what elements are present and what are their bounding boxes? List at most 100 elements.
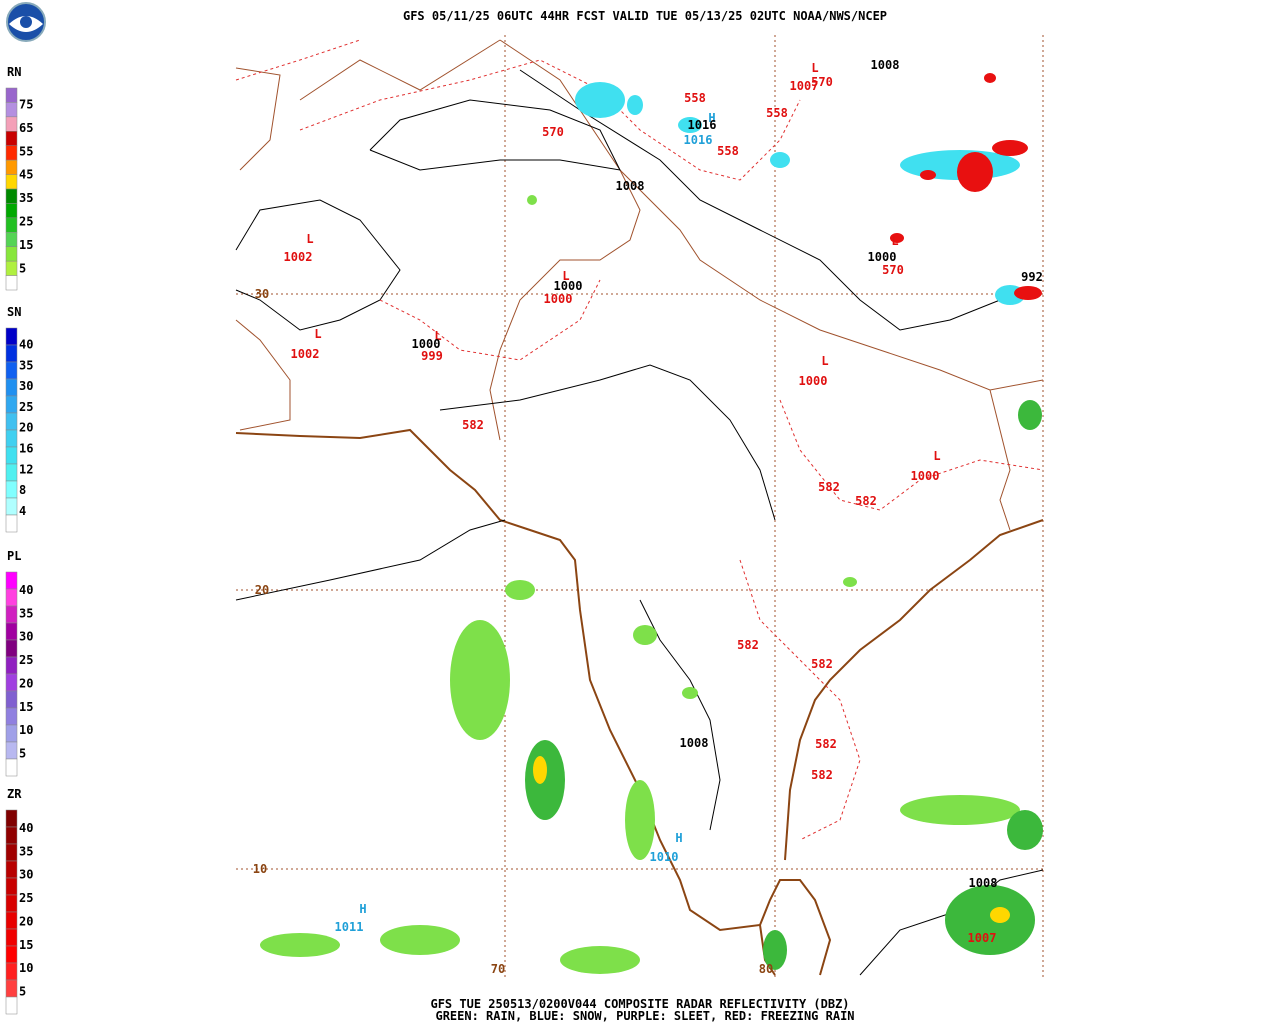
legend-tick-label: 40 <box>19 338 33 352</box>
legend-swatch <box>5 275 18 291</box>
contour-label: 558 <box>766 106 788 120</box>
contour-label: 582 <box>737 638 759 652</box>
legend-swatch <box>5 260 18 276</box>
legend-swatch <box>5 979 18 998</box>
footer-line: GFS TUE 250513/0200V044 COMPOSITE RADAR … <box>430 997 849 1011</box>
legend-swatch <box>5 588 18 607</box>
legend-tick-label: 35 <box>19 844 33 858</box>
contour-label: 1010 <box>650 850 679 864</box>
legend-tick-label: 12 <box>19 462 33 476</box>
legend-tick-label: 25 <box>19 215 33 229</box>
legend-swatch <box>5 497 18 516</box>
contour-label: 582 <box>811 657 833 671</box>
legend-swatch <box>5 894 18 913</box>
contour-label: 558 <box>717 144 739 158</box>
legend-swatch <box>5 809 18 828</box>
contour-label: 1007 <box>790 79 819 93</box>
contour-label: 570 <box>542 125 564 139</box>
rain-echoes <box>260 195 1043 974</box>
legend-tick-label: 8 <box>19 483 26 497</box>
contour-label: 20 <box>255 583 269 597</box>
legend-label: ZR <box>7 787 22 801</box>
contour-label: 1008 <box>616 179 645 193</box>
legend-tick-label: 5 <box>19 985 26 999</box>
legend-swatch <box>5 622 18 641</box>
legend-swatch <box>5 639 18 658</box>
legend-tick-label: 15 <box>19 938 33 952</box>
contour-label: 70 <box>491 962 505 976</box>
contour-label: 30 <box>255 287 269 301</box>
pressure-center: L <box>314 327 321 341</box>
pressure-center: L <box>434 329 441 343</box>
contour-label: 1000 <box>412 337 441 351</box>
legend-swatch <box>5 395 18 414</box>
legend-swatch <box>5 203 18 219</box>
contour-label: 570 <box>811 75 833 89</box>
contour-label: 992 <box>1021 270 1043 284</box>
legend-tick-label: 35 <box>19 358 33 372</box>
contour-label: 582 <box>855 494 877 508</box>
contour-label: 1016 <box>688 118 717 132</box>
contour-label: 1008 <box>871 58 900 72</box>
legend-tick-label: 30 <box>19 868 33 882</box>
legend-swatch <box>5 945 18 964</box>
legend-tick-label: 20 <box>19 421 33 435</box>
legend-swatch <box>5 145 18 161</box>
pressure-center: L <box>306 232 313 246</box>
pressure-center: L <box>811 61 818 75</box>
legend-swatch <box>5 102 18 118</box>
legend-tick-label: 10 <box>19 961 33 975</box>
legend-tick-label: 25 <box>19 653 33 667</box>
legend-swatch <box>5 843 18 862</box>
contour-label: 570 <box>882 263 904 277</box>
legend-swatch <box>5 928 18 947</box>
contour-label: 1011 <box>335 920 364 934</box>
legend-tick-label: 40 <box>19 821 33 835</box>
legend-swatch <box>5 174 18 190</box>
contour-label: 1008 <box>969 876 998 890</box>
legend-label: PL <box>7 549 21 563</box>
pressure-center: H <box>708 111 715 125</box>
legend-label: RN <box>7 65 21 79</box>
legend-swatch <box>5 758 18 777</box>
legend-tick-label: 10 <box>19 723 33 737</box>
legend-swatch <box>5 159 18 175</box>
legend-tick-label: 25 <box>19 400 33 414</box>
legend-swatch <box>5 656 18 675</box>
contour-label: 1007 <box>968 931 997 945</box>
legend-swatch <box>5 605 18 624</box>
legend-swatch <box>5 996 18 1015</box>
legend-tick-label: 55 <box>19 144 33 158</box>
legend-tick-label: 45 <box>19 168 33 182</box>
pressure-center: L <box>821 354 828 368</box>
legend-label: SN <box>7 305 21 319</box>
pressure-center: L <box>891 234 898 248</box>
graticule <box>236 35 1044 978</box>
legend-tick-label: 4 <box>19 504 26 518</box>
contour-label: 10 <box>253 862 267 876</box>
legend-swatch <box>5 962 18 981</box>
legend-swatch <box>5 571 18 590</box>
legend-swatch <box>5 514 18 533</box>
legend-swatch <box>5 446 18 465</box>
legend-tick-label: 20 <box>19 914 33 928</box>
contour-label: 1000 <box>911 469 940 483</box>
legend-swatch <box>5 911 18 930</box>
contour-label: 1000 <box>544 292 573 306</box>
pressure-center: L <box>562 269 569 283</box>
footer-line: GREEN: RAIN, BLUE: SNOW, PURPLE: SLEET, … <box>435 1009 854 1023</box>
legend-tick-label: 5 <box>19 747 26 761</box>
contour-label: 999 <box>421 349 443 363</box>
legends: RN756555453525155SN4035302520161284PL403… <box>5 65 33 1015</box>
legend-swatch <box>5 116 18 132</box>
pressure-center: H <box>359 902 366 916</box>
legend-swatch <box>5 378 18 397</box>
legend-swatch <box>5 877 18 896</box>
legend-swatch <box>5 690 18 709</box>
pressure-center: L <box>933 449 940 463</box>
pressure-center: H <box>675 831 682 845</box>
legend-tick-label: 25 <box>19 891 33 905</box>
contour-label: 1000 <box>554 279 583 293</box>
legend-tick-label: 30 <box>19 630 33 644</box>
